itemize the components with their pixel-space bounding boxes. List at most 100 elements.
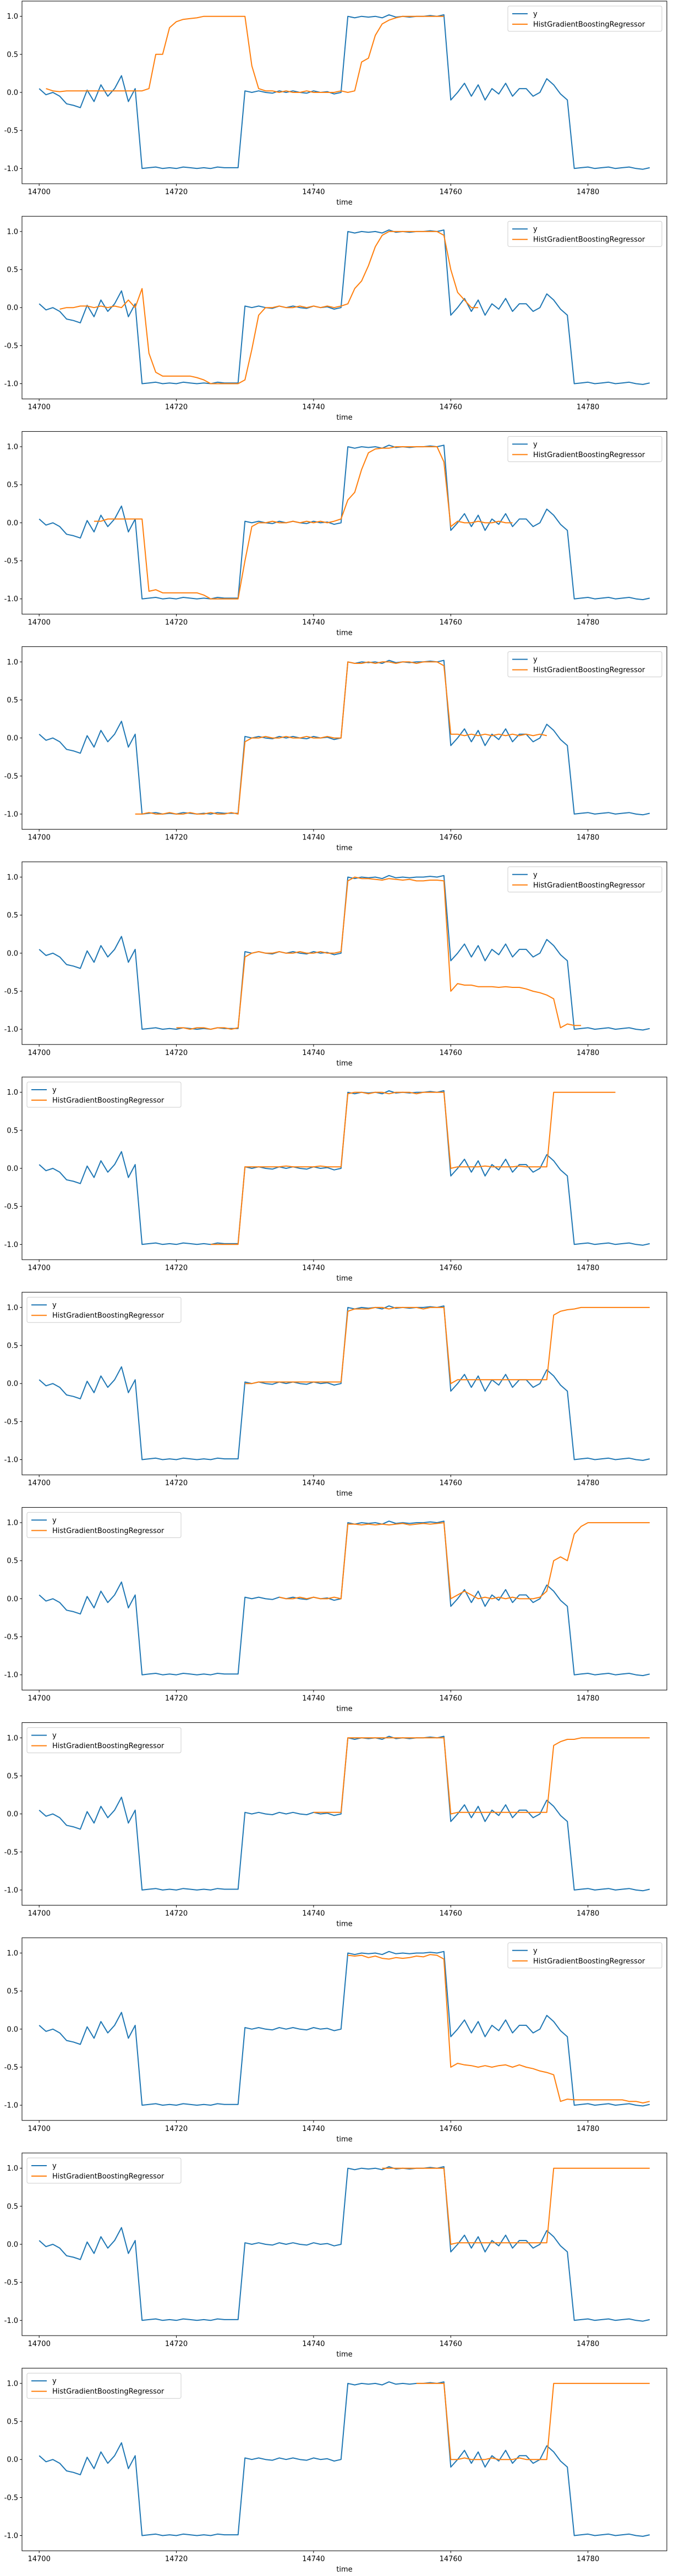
x-tick-label: 14740 [302, 1049, 325, 1057]
series-y-line [39, 2381, 650, 2537]
x-tick-label: 14700 [28, 2555, 50, 2563]
legend: y HistGradientBoostingRegressor [507, 221, 662, 247]
legend: y HistGradientBoostingRegressor [26, 1512, 182, 1538]
x-tick-label: 14720 [165, 2555, 188, 2563]
y-tick-label: 0.5 [7, 1987, 18, 1996]
x-tick-label: 14760 [440, 2340, 462, 2348]
legend-box [26, 1727, 182, 1754]
x-tick-label: 14720 [165, 2340, 188, 2348]
x-tick-label: 14740 [302, 2340, 325, 2348]
x-tick-label: 14720 [165, 188, 188, 196]
series-y-line [39, 444, 650, 601]
series-hgbr-line [176, 876, 582, 1030]
x-tick-label: 14740 [302, 618, 325, 627]
x-tick-label: 14720 [165, 1910, 188, 1918]
x-axis-label: time [336, 1059, 352, 1068]
legend-label: y [533, 441, 538, 449]
legend-label: HistGradientBoostingRegressor [533, 236, 645, 244]
legend-label: y [52, 1086, 57, 1095]
series-y-line [39, 2166, 650, 2322]
legend: y HistGradientBoostingRegressor [26, 2157, 182, 2184]
chart-10: -1.0 -0.5 0.0 0.5 1.0 14700 14720 14740 14760 147… [4, 1937, 667, 2144]
y-tick-label: -1.0 [4, 2317, 18, 2325]
legend-label: y [52, 2377, 57, 2386]
x-tick-label: 14740 [302, 1694, 325, 1702]
x-tick-label: 14760 [440, 1264, 462, 1272]
legend-label: HistGradientBoostingRegressor [52, 1742, 165, 1750]
y-tick-label: 0.5 [7, 911, 18, 920]
y-tick-label: 0.0 [7, 1380, 18, 1388]
y-tick-label: -1.0 [4, 1456, 18, 1464]
y-tick-label: -0.5 [4, 987, 18, 996]
legend-box [507, 6, 662, 32]
y-tick-label: -1.0 [4, 595, 18, 603]
legend-label: y [52, 1732, 57, 1740]
y-tick-label: 0.0 [7, 1810, 18, 1819]
x-tick-label: 14760 [440, 1694, 462, 1702]
x-tick-label: 14740 [302, 2125, 325, 2133]
y-tick-label: 1.0 [7, 1949, 18, 1958]
legend-box [26, 1297, 182, 1323]
x-tick-label: 14720 [165, 1479, 188, 1487]
y-tick-label: 0.0 [7, 2025, 18, 2034]
x-tick-label: 14780 [577, 403, 599, 411]
y-tick-label: 0.0 [7, 949, 18, 958]
series-hgbr-line [245, 1306, 650, 1385]
x-tick-label: 14740 [302, 188, 325, 196]
legend: y HistGradientBoostingRegressor [26, 1297, 182, 1323]
x-tick-label: 14700 [28, 618, 50, 627]
legend-label: HistGradientBoostingRegressor [533, 21, 645, 29]
legend-label: HistGradientBoostingRegressor [533, 1957, 645, 1965]
x-tick-label: 14700 [28, 834, 50, 842]
x-tick-label: 14780 [577, 1049, 599, 1057]
x-tick-label: 14700 [28, 2340, 50, 2348]
x-tick-label: 14760 [440, 188, 462, 196]
series-hgbr-line [59, 230, 479, 385]
y-tick-label: 0.0 [7, 2456, 18, 2464]
legend-label: y [52, 2162, 57, 2171]
legend-label: y [533, 656, 538, 664]
x-tick-label: 14780 [577, 1479, 599, 1487]
legend-box [26, 1081, 182, 1108]
x-tick-label: 14720 [165, 1049, 188, 1057]
legend-label: y [52, 1301, 57, 1310]
legend: y HistGradientBoostingRegressor [507, 651, 662, 678]
y-tick-label: 0.0 [7, 304, 18, 312]
y-tick-label: 0.5 [7, 1557, 18, 1566]
x-tick-label: 14720 [165, 618, 188, 627]
x-tick-label: 14720 [165, 2125, 188, 2133]
series-y-line [39, 1520, 650, 1677]
y-tick-label: -1.0 [4, 1671, 18, 1679]
x-tick-label: 14780 [577, 2340, 599, 2348]
x-axis-label: time [336, 629, 352, 637]
x-axis-label: time [336, 1705, 352, 1713]
legend: y HistGradientBoostingRegressor [26, 1727, 182, 1754]
x-axis-label: time [336, 1490, 352, 1498]
y-tick-label: -1.0 [4, 1026, 18, 1034]
series-hgbr-line [313, 1737, 650, 1815]
y-tick-label: 0.5 [7, 696, 18, 705]
x-tick-label: 14780 [577, 1264, 599, 1272]
y-tick-label: 1.0 [7, 228, 18, 236]
x-tick-label: 14720 [165, 1264, 188, 1272]
x-tick-label: 14700 [28, 188, 50, 196]
legend-label: y [533, 871, 538, 879]
chart-3: -1.0 -0.5 0.0 0.5 1.0 14700 14720 14740 14760 147… [4, 431, 667, 637]
series-y-line [39, 1951, 650, 2107]
x-tick-label: 14740 [302, 1910, 325, 1918]
y-tick-label: -0.5 [4, 1848, 18, 1857]
x-tick-label: 14700 [28, 1049, 50, 1057]
chart-11: -1.0 -0.5 0.0 0.5 1.0 14700 14720 14740 14760 147… [4, 2152, 667, 2359]
x-axis-label: time [336, 2135, 352, 2144]
legend-box [507, 651, 662, 678]
x-axis-label: time [336, 199, 352, 207]
y-tick-label: -0.5 [4, 2494, 18, 2502]
x-tick-label: 14780 [577, 2125, 599, 2133]
y-tick-label: 0.5 [7, 481, 18, 490]
y-tick-label: -0.5 [4, 2279, 18, 2287]
y-tick-label: -0.5 [4, 2063, 18, 2072]
y-tick-label: -0.5 [4, 1418, 18, 1426]
legend-label: HistGradientBoostingRegressor [52, 2388, 165, 2396]
chart-12: -1.0 -0.5 0.0 0.5 1.0 14700 14720 14740 14760 147… [4, 2368, 667, 2574]
x-tick-label: 14700 [28, 2125, 50, 2133]
